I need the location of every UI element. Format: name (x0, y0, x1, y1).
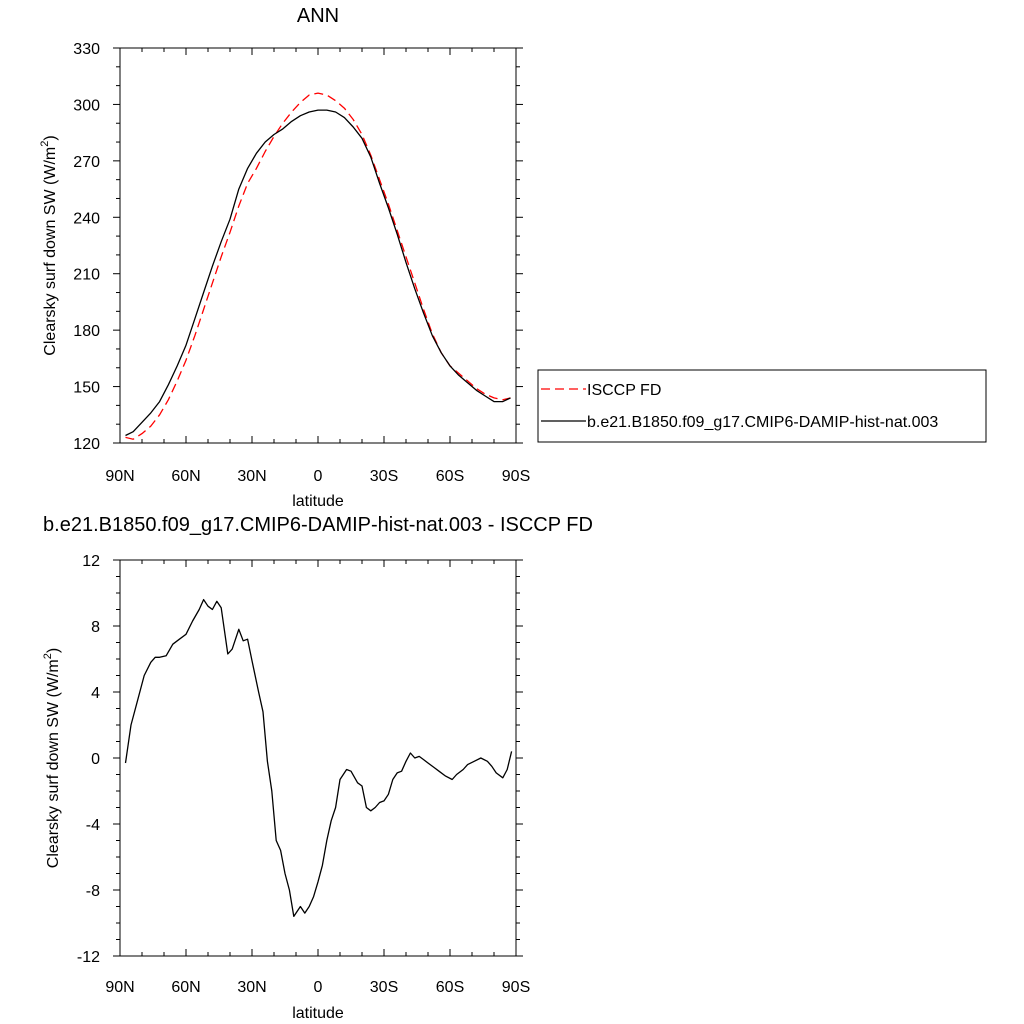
x-tick-label: 90S (502, 979, 530, 996)
legend: ISCCP FD b.e21.B1850.f09_g17.CMIP6-DAMIP-… (537, 369, 987, 443)
x-tick-label: 90S (502, 468, 530, 485)
y-tick-label: 8 (91, 619, 100, 636)
plot-frame (119, 47, 517, 444)
y-tick-label: 240 (73, 210, 100, 227)
x-tick-label: 30N (237, 468, 266, 485)
x-tick-label: 60N (171, 979, 200, 996)
x-tick-label: 60S (436, 468, 464, 485)
y-tick-label: 4 (91, 685, 100, 702)
x-tick-label: 90N (105, 979, 134, 996)
y-tick-label: -12 (77, 949, 100, 966)
y-tick-label: 180 (73, 323, 100, 340)
x-tick-label: 0 (314, 468, 323, 485)
x-tick-label: 30N (237, 979, 266, 996)
y-tick-label: 12 (82, 553, 100, 570)
x-tick-label: 60S (436, 979, 464, 996)
x-axis-label: latitude (292, 1005, 344, 1022)
series-line-0 (125, 92, 511, 440)
y-tick-label: 120 (73, 436, 100, 453)
y-tick-label: 300 (73, 97, 100, 114)
series-line-0 (124, 598, 513, 918)
legend-box (537, 369, 987, 443)
chart-title: b.e21.B1850.f09_g17.CMIP6-DAMIP-hist-nat… (43, 514, 593, 536)
y-tick-label: 210 (73, 267, 100, 284)
difference-panel: b.e21.B1850.f09_g17.CMIP6-DAMIP-hist-nat… (42, 514, 593, 1022)
y-axis-label: Clearsky surf down SW (W/m2) (39, 135, 59, 355)
series-line-1 (125, 109, 511, 437)
y-axis-label-superscript: 2 (42, 653, 54, 659)
y-tick-label: 330 (73, 41, 100, 58)
legend-label-1: b.e21.B1850.f09_g17.CMIP6-DAMIP-hist-nat… (587, 414, 938, 431)
y-axis-label-text: Clearsky surf down SW (W/m (45, 659, 62, 868)
x-tick-label: 0 (314, 979, 323, 996)
y-axis-label-close: ) (42, 135, 59, 140)
annual-mean-panel: ANN 90N 60N 30N 0 30S 60S 90S 120 150 180 210 240 270… (39, 5, 530, 510)
x-tick-label: 30S (370, 979, 398, 996)
y-tick-label: -4 (86, 817, 100, 834)
x-tick-label: 60N (171, 468, 200, 485)
x-tick-label: 30S (370, 468, 398, 485)
chart-title: ANN (297, 5, 339, 27)
y-tick-label: 150 (73, 380, 100, 397)
y-axis-label-superscript: 2 (39, 141, 51, 147)
plot-frame (119, 559, 517, 957)
x-axis-label: latitude (292, 493, 344, 510)
y-tick-label: 0 (91, 751, 100, 768)
legend-label-0: ISCCP FD (587, 382, 661, 399)
y-axis-label-text: Clearsky surf down SW (W/m (42, 147, 59, 356)
y-tick-label: -8 (86, 883, 100, 900)
y-tick-label: 270 (73, 154, 100, 171)
y-axis-label-close: ) (45, 648, 62, 653)
y-axis-label: Clearsky surf down SW (W/m2) (42, 648, 62, 868)
x-tick-label: 90N (105, 468, 134, 485)
